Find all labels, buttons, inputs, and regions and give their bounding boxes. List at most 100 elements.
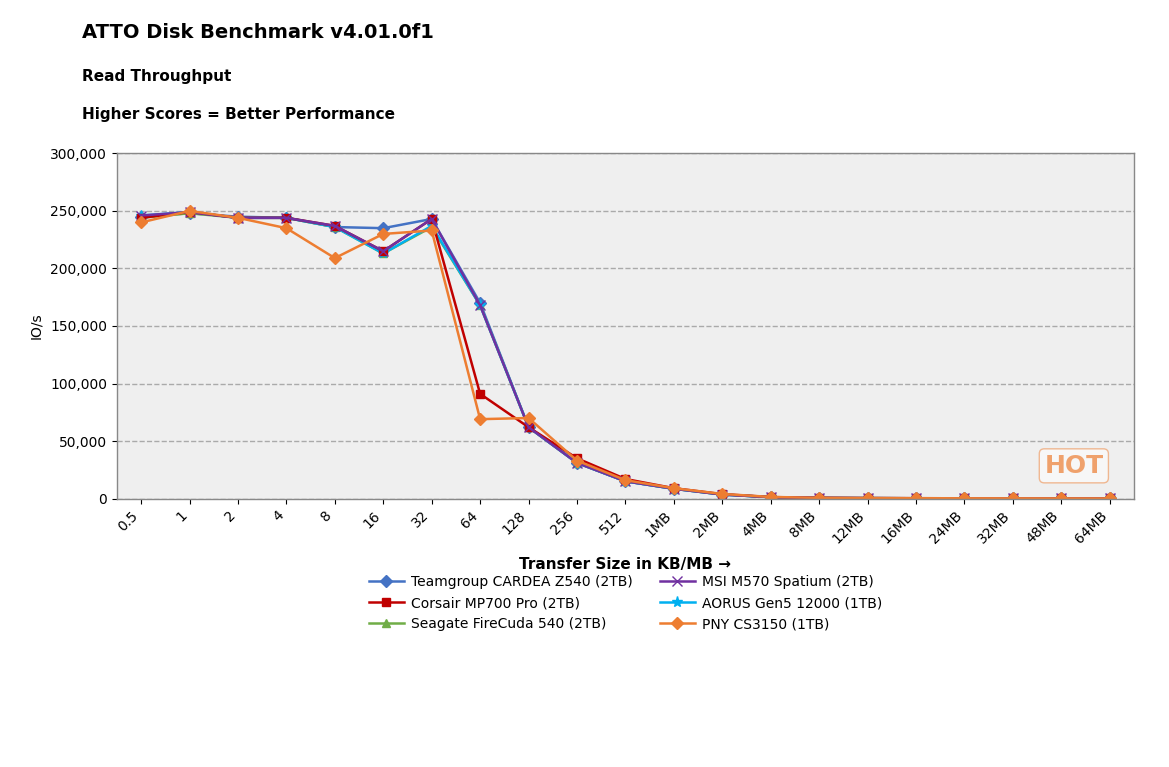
Text: HOT: HOT xyxy=(1044,454,1104,478)
AORUS Gen5 12000 (1TB) xyxy=(909,494,924,503)
AORUS Gen5 12000 (1TB) xyxy=(279,213,293,222)
MSI M570 Spatium (2TB) xyxy=(666,484,680,493)
Line: Corsair MP700 Pro (2TB): Corsair MP700 Pro (2TB) xyxy=(137,208,1114,502)
Teamgroup CARDEA Z540 (2TB) xyxy=(134,212,148,222)
AORUS Gen5 12000 (1TB) xyxy=(570,459,584,468)
Teamgroup CARDEA Z540 (2TB) xyxy=(957,494,971,503)
Seagate FireCuda 540 (2TB) xyxy=(376,249,390,258)
Seagate FireCuda 540 (2TB) xyxy=(570,459,584,468)
PNY CS3150 (1TB) xyxy=(763,492,777,502)
MSI M570 Spatium (2TB) xyxy=(1054,494,1068,503)
Teamgroup CARDEA Z540 (2TB) xyxy=(231,212,245,222)
Line: PNY CS3150 (1TB): PNY CS3150 (1TB) xyxy=(137,207,1114,502)
Teamgroup CARDEA Z540 (2TB) xyxy=(715,490,729,499)
Seagate FireCuda 540 (2TB) xyxy=(327,222,341,232)
Seagate FireCuda 540 (2TB) xyxy=(1005,494,1019,503)
Teamgroup CARDEA Z540 (2TB) xyxy=(570,459,584,468)
Text: Read Throughput: Read Throughput xyxy=(82,69,231,84)
Seagate FireCuda 540 (2TB) xyxy=(763,492,777,502)
PNY CS3150 (1TB) xyxy=(521,413,535,423)
Teamgroup CARDEA Z540 (2TB) xyxy=(327,222,341,232)
PNY CS3150 (1TB) xyxy=(231,213,245,222)
Teamgroup CARDEA Z540 (2TB) xyxy=(1005,494,1019,503)
MSI M570 Spatium (2TB) xyxy=(1005,494,1019,503)
Line: AORUS Gen5 12000 (1TB): AORUS Gen5 12000 (1TB) xyxy=(136,206,1115,504)
MSI M570 Spatium (2TB) xyxy=(1102,494,1116,503)
MSI M570 Spatium (2TB) xyxy=(521,423,535,432)
Corsair MP700 Pro (2TB) xyxy=(473,390,487,399)
MSI M570 Spatium (2TB) xyxy=(182,207,196,216)
Teamgroup CARDEA Z540 (2TB) xyxy=(618,477,632,486)
Corsair MP700 Pro (2TB) xyxy=(1005,494,1019,503)
Seagate FireCuda 540 (2TB) xyxy=(521,423,535,432)
PNY CS3150 (1TB) xyxy=(424,226,438,235)
PNY CS3150 (1TB) xyxy=(666,484,680,493)
Teamgroup CARDEA Z540 (2TB) xyxy=(666,484,680,493)
Legend: Teamgroup CARDEA Z540 (2TB), Corsair MP700 Pro (2TB), Seagate FireCuda 540 (2TB): Teamgroup CARDEA Z540 (2TB), Corsair MP7… xyxy=(364,570,887,637)
Seagate FireCuda 540 (2TB) xyxy=(909,494,924,503)
Teamgroup CARDEA Z540 (2TB) xyxy=(763,492,777,502)
Teamgroup CARDEA Z540 (2TB) xyxy=(376,224,390,233)
MSI M570 Spatium (2TB) xyxy=(909,494,924,503)
PNY CS3150 (1TB) xyxy=(957,494,971,503)
Seagate FireCuda 540 (2TB) xyxy=(860,493,874,502)
AORUS Gen5 12000 (1TB) xyxy=(473,301,487,310)
MSI M570 Spatium (2TB) xyxy=(957,494,971,503)
MSI M570 Spatium (2TB) xyxy=(327,221,341,230)
Corsair MP700 Pro (2TB) xyxy=(666,484,680,493)
Corsair MP700 Pro (2TB) xyxy=(763,492,777,502)
Corsair MP700 Pro (2TB) xyxy=(327,221,341,230)
Text: ATTO Disk Benchmark v4.01.0f1: ATTO Disk Benchmark v4.01.0f1 xyxy=(82,23,434,42)
Seagate FireCuda 540 (2TB) xyxy=(1102,494,1116,503)
PNY CS3150 (1TB) xyxy=(327,253,341,262)
AORUS Gen5 12000 (1TB) xyxy=(957,494,971,503)
Corsair MP700 Pro (2TB) xyxy=(134,213,148,222)
Text: Higher Scores = Better Performance: Higher Scores = Better Performance xyxy=(82,107,395,123)
Line: Seagate FireCuda 540 (2TB): Seagate FireCuda 540 (2TB) xyxy=(137,209,1114,502)
Teamgroup CARDEA Z540 (2TB) xyxy=(521,423,535,432)
MSI M570 Spatium (2TB) xyxy=(860,493,874,502)
PNY CS3150 (1TB) xyxy=(812,493,826,502)
PNY CS3150 (1TB) xyxy=(279,224,293,233)
AORUS Gen5 12000 (1TB) xyxy=(763,492,777,502)
Corsair MP700 Pro (2TB) xyxy=(1054,494,1068,503)
Corsair MP700 Pro (2TB) xyxy=(715,489,729,499)
Corsair MP700 Pro (2TB) xyxy=(424,214,438,224)
PNY CS3150 (1TB) xyxy=(618,476,632,485)
Seagate FireCuda 540 (2TB) xyxy=(666,484,680,493)
MSI M570 Spatium (2TB) xyxy=(473,301,487,310)
Corsair MP700 Pro (2TB) xyxy=(521,423,535,432)
Teamgroup CARDEA Z540 (2TB) xyxy=(473,298,487,308)
AORUS Gen5 12000 (1TB) xyxy=(376,249,390,258)
PNY CS3150 (1TB) xyxy=(570,456,584,465)
MSI M570 Spatium (2TB) xyxy=(618,477,632,486)
PNY CS3150 (1TB) xyxy=(1054,494,1068,503)
AORUS Gen5 12000 (1TB) xyxy=(231,213,245,222)
Corsair MP700 Pro (2TB) xyxy=(231,213,245,222)
PNY CS3150 (1TB) xyxy=(182,206,196,216)
Seagate FireCuda 540 (2TB) xyxy=(812,493,826,502)
Corsair MP700 Pro (2TB) xyxy=(909,494,924,503)
AORUS Gen5 12000 (1TB) xyxy=(424,221,438,230)
Seagate FireCuda 540 (2TB) xyxy=(424,222,438,232)
Seagate FireCuda 540 (2TB) xyxy=(279,213,293,222)
Teamgroup CARDEA Z540 (2TB) xyxy=(1054,494,1068,503)
AORUS Gen5 12000 (1TB) xyxy=(666,484,680,493)
AORUS Gen5 12000 (1TB) xyxy=(1005,494,1019,503)
MSI M570 Spatium (2TB) xyxy=(134,211,148,220)
Corsair MP700 Pro (2TB) xyxy=(957,494,971,503)
MSI M570 Spatium (2TB) xyxy=(812,493,826,502)
Teamgroup CARDEA Z540 (2TB) xyxy=(424,214,438,224)
PNY CS3150 (1TB) xyxy=(715,489,729,499)
Teamgroup CARDEA Z540 (2TB) xyxy=(279,213,293,222)
AORUS Gen5 12000 (1TB) xyxy=(618,477,632,486)
MSI M570 Spatium (2TB) xyxy=(376,247,390,256)
AORUS Gen5 12000 (1TB) xyxy=(715,490,729,499)
MSI M570 Spatium (2TB) xyxy=(570,459,584,468)
Teamgroup CARDEA Z540 (2TB) xyxy=(182,209,196,218)
AORUS Gen5 12000 (1TB) xyxy=(1054,494,1068,503)
Seagate FireCuda 540 (2TB) xyxy=(231,213,245,222)
Teamgroup CARDEA Z540 (2TB) xyxy=(909,494,924,503)
AORUS Gen5 12000 (1TB) xyxy=(182,207,196,216)
Teamgroup CARDEA Z540 (2TB) xyxy=(812,493,826,502)
